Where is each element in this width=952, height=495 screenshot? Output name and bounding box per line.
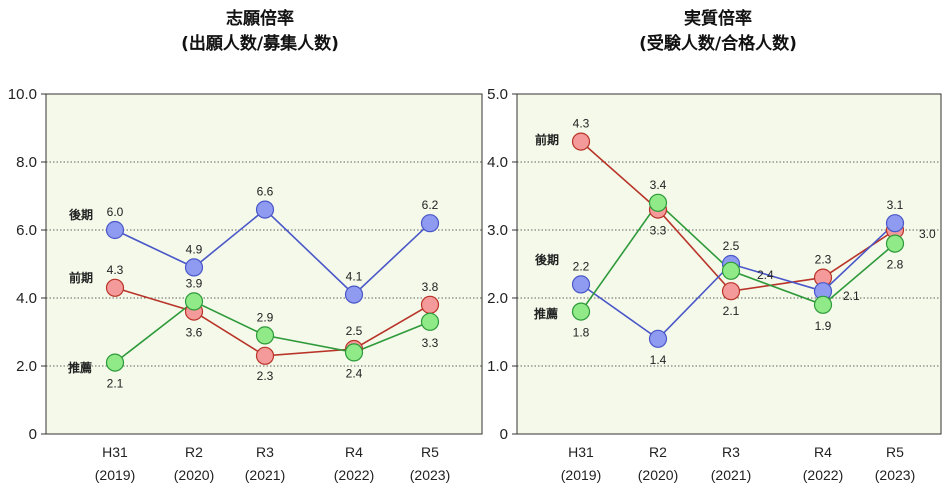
right-xtick-label: R2 bbox=[649, 444, 667, 460]
left-data-label: 2.5 bbox=[346, 324, 363, 338]
left-data-label: 6.2 bbox=[422, 198, 439, 212]
left-data-label: 3.6 bbox=[186, 326, 203, 340]
right-point-1-1 bbox=[648, 329, 668, 348]
right-data-label: 3.3 bbox=[650, 224, 667, 238]
right-ytick-label: 4.0 bbox=[487, 154, 508, 171]
left-xtick-year: (2022) bbox=[334, 467, 374, 483]
left-data-label: 3.9 bbox=[186, 276, 203, 290]
right-data-label: 3.4 bbox=[650, 178, 667, 192]
right-point-2-1 bbox=[648, 193, 668, 212]
right-data-label: 2.1 bbox=[723, 304, 740, 318]
left-chart-subtitle: (出願人数/募集人数) bbox=[181, 33, 339, 54]
left-ytick-label: 0 bbox=[29, 426, 37, 443]
left-data-label: 4.3 bbox=[107, 263, 124, 277]
left-series-name: 前期 bbox=[69, 270, 93, 285]
right-data-label: 2.5 bbox=[723, 239, 740, 253]
left-xtick-year: (2019) bbox=[95, 467, 135, 483]
left-ytick-label: 4.0 bbox=[16, 290, 37, 307]
right-point-0-0 bbox=[571, 132, 591, 151]
left-xtick-label: R3 bbox=[256, 444, 274, 460]
right-point-2-0 bbox=[571, 302, 591, 321]
right-data-label: 2.8 bbox=[887, 258, 904, 272]
left-point-0-4 bbox=[420, 214, 440, 233]
right-point-2-3 bbox=[813, 295, 833, 314]
left-point-1-2 bbox=[255, 346, 275, 365]
right-data-label: 2.4 bbox=[757, 268, 774, 282]
right-xtick-year: (2022) bbox=[803, 467, 843, 483]
left-data-label: 4.9 bbox=[186, 242, 203, 256]
right-point-1-0 bbox=[571, 275, 591, 294]
left-point-0-0 bbox=[105, 220, 125, 240]
left-ytick-label: 2.0 bbox=[16, 358, 37, 375]
left-xtick-label: R4 bbox=[345, 444, 363, 460]
left-xtick-label: R5 bbox=[421, 444, 439, 460]
right-xtick-label: R5 bbox=[886, 444, 904, 460]
right-xtick-label: R3 bbox=[722, 444, 740, 460]
left-data-label: 6.6 bbox=[257, 185, 274, 199]
right-data-label: 1.4 bbox=[650, 353, 667, 367]
right-xtick-label: R4 bbox=[814, 444, 832, 460]
right-point-1-4 bbox=[885, 214, 905, 233]
right-data-label: 4.3 bbox=[573, 117, 590, 131]
left-ytick-label: 6.0 bbox=[16, 222, 37, 239]
right-point-2-4 bbox=[885, 234, 905, 253]
right-chart-subtitle: (受験人数/合格人数) bbox=[639, 33, 797, 54]
left-plot-area bbox=[45, 93, 483, 435]
left-xtick-year: (2020) bbox=[174, 467, 214, 483]
left-point-0-1 bbox=[184, 258, 204, 277]
left-point-0-2 bbox=[255, 200, 275, 219]
right-series-name: 前期 bbox=[535, 132, 559, 147]
right-xtick-year: (2021) bbox=[711, 467, 751, 483]
right-ytick-label: 1.0 bbox=[487, 358, 508, 375]
left-point-2-1 bbox=[184, 292, 204, 311]
left-data-label: 2.1 bbox=[107, 377, 124, 391]
left-point-2-3 bbox=[344, 343, 364, 362]
right-ytick-label: 0 bbox=[500, 426, 508, 443]
left-ytick-label: 8.0 bbox=[16, 154, 37, 171]
left-data-label: 6.0 bbox=[107, 205, 124, 219]
right-xtick-year: (2023) bbox=[875, 467, 915, 483]
right-data-label: 2.3 bbox=[815, 253, 832, 267]
left-xtick-label: R2 bbox=[185, 444, 203, 460]
right-point-0-2 bbox=[721, 282, 741, 301]
right-ytick-label: 2.0 bbox=[487, 290, 508, 307]
right-xtick-label: H31 bbox=[568, 444, 594, 460]
left-xtick-label: H31 bbox=[102, 444, 128, 460]
left-ytick-label: 10.0 bbox=[8, 86, 37, 103]
left-point-1-0 bbox=[105, 278, 125, 297]
left-data-label: 4.1 bbox=[346, 270, 363, 284]
left-data-label: 2.3 bbox=[257, 369, 274, 383]
right-data-label: 1.8 bbox=[573, 326, 590, 340]
right-ytick-label: 3.0 bbox=[487, 222, 508, 239]
right-data-label: 3.1 bbox=[887, 198, 904, 212]
right-series-name: 推薦 bbox=[534, 306, 558, 321]
right-data-label: 2.1 bbox=[843, 289, 860, 303]
left-series-name: 後期 bbox=[69, 207, 93, 222]
right-data-label: 3.0 bbox=[919, 227, 936, 241]
left-point-2-2 bbox=[255, 326, 275, 345]
left-data-label: 2.9 bbox=[257, 310, 274, 324]
left-point-2-0 bbox=[105, 353, 125, 372]
right-point-2-2 bbox=[721, 261, 741, 280]
left-point-0-3 bbox=[344, 285, 364, 304]
left-point-2-4 bbox=[420, 312, 440, 331]
left-point-1-4 bbox=[420, 295, 440, 314]
left-data-label: 2.4 bbox=[346, 366, 363, 380]
left-series-name: 推薦 bbox=[68, 360, 92, 375]
right-series-name: 後期 bbox=[535, 252, 559, 267]
right-data-label: 1.9 bbox=[815, 319, 832, 333]
right-xtick-year: (2019) bbox=[561, 467, 601, 483]
left-data-label: 3.3 bbox=[422, 336, 439, 350]
right-data-label: 2.2 bbox=[573, 259, 590, 273]
left-xtick-year: (2021) bbox=[245, 467, 285, 483]
left-chart-title: 志願倍率 bbox=[226, 8, 294, 29]
left-data-label: 3.8 bbox=[422, 280, 439, 294]
right-xtick-year: (2020) bbox=[638, 467, 678, 483]
left-xtick-year: (2023) bbox=[410, 467, 450, 483]
right-chart-title: 実質倍率 bbox=[684, 8, 752, 29]
right-ytick-label: 5.0 bbox=[487, 86, 508, 103]
